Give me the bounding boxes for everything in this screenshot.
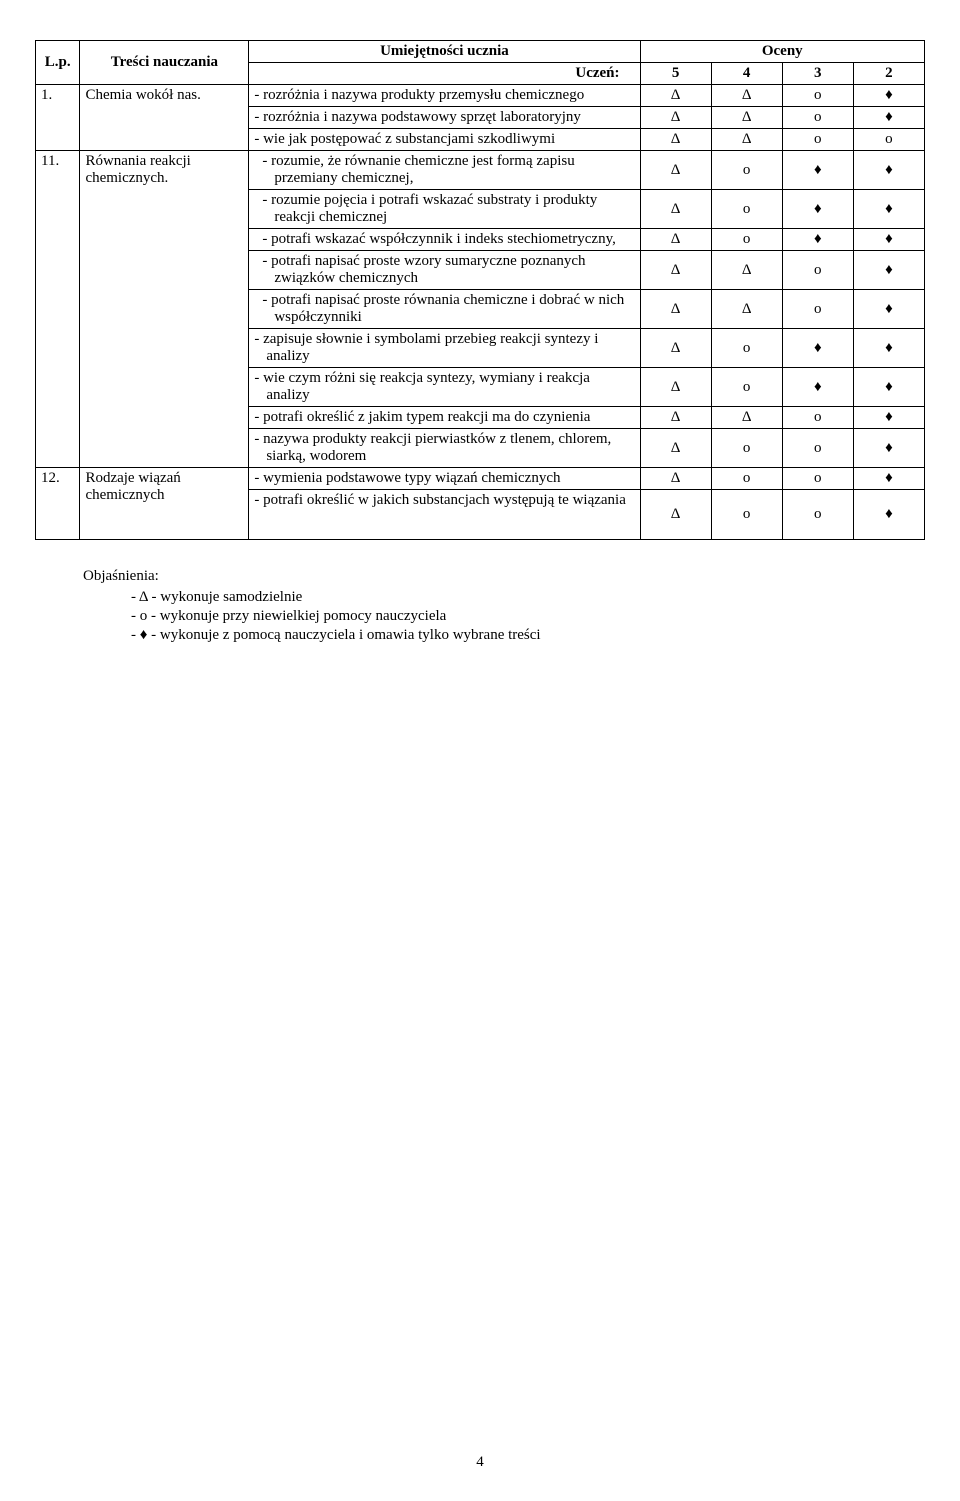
grade-cell: ο bbox=[782, 129, 853, 151]
content-cell: Rodzaje wiązań chemicznych bbox=[80, 468, 249, 540]
lp-cell: 12. bbox=[36, 468, 80, 540]
grade-cell: Δ bbox=[711, 251, 782, 290]
grade-cell: Δ bbox=[711, 107, 782, 129]
skill-cell: - wymienia podstawowe typy wiązań chemic… bbox=[249, 468, 640, 490]
skill-cell: - wie jak postępować z substancjami szko… bbox=[249, 129, 640, 151]
grade-cell: ♦ bbox=[782, 229, 853, 251]
grade-cell: ♦ bbox=[853, 229, 924, 251]
page-number: 4 bbox=[0, 1454, 960, 1471]
grade-cell: ♦ bbox=[853, 368, 924, 407]
grade-cell: Δ bbox=[711, 290, 782, 329]
header-lp: L.p. bbox=[36, 41, 80, 85]
grade-cell: ♦ bbox=[782, 151, 853, 190]
header-content: Treści nauczania bbox=[80, 41, 249, 85]
curriculum-table: L.p. Treści nauczania Umiejętności uczni… bbox=[35, 40, 925, 540]
skill-cell: - zapisuje słownie i symbolami przebieg … bbox=[249, 329, 640, 368]
grade-cell: Δ bbox=[640, 85, 711, 107]
grade-cell: ♦ bbox=[853, 107, 924, 129]
table-row: 11.Równania reakcji chemicznych.- rozumi… bbox=[36, 151, 925, 190]
grade-cell: ♦ bbox=[853, 329, 924, 368]
grade-cell: Δ bbox=[640, 429, 711, 468]
grade-cell: ο bbox=[782, 490, 853, 540]
grade-cell: Δ bbox=[711, 129, 782, 151]
grade-cell: ♦ bbox=[853, 290, 924, 329]
grade-cell: ο bbox=[711, 468, 782, 490]
grade-cell: Δ bbox=[711, 85, 782, 107]
grade-cell: ο bbox=[711, 190, 782, 229]
legend-section: Objaśnienia: - Δ - wykonuje samodzielnie… bbox=[83, 568, 925, 644]
grade-cell: ♦ bbox=[853, 85, 924, 107]
grade-cell: Δ bbox=[640, 129, 711, 151]
grade-cell: ο bbox=[711, 368, 782, 407]
grade-cell: Δ bbox=[640, 190, 711, 229]
skill-cell: - rozumie, że równanie chemiczne jest fo… bbox=[249, 151, 640, 190]
grade-cell: Δ bbox=[711, 407, 782, 429]
grade-cell: ♦ bbox=[853, 190, 924, 229]
grade-cell: Δ bbox=[640, 490, 711, 540]
lp-cell: 11. bbox=[36, 151, 80, 468]
grade-cell: ο bbox=[711, 151, 782, 190]
skill-cell: - wie czym różni się reakcja syntezy, wy… bbox=[249, 368, 640, 407]
grade-cell: ο bbox=[782, 251, 853, 290]
header-skills-sub: Uczeń: bbox=[249, 63, 640, 85]
grade-cell: ♦ bbox=[853, 151, 924, 190]
grade-cell: Δ bbox=[640, 151, 711, 190]
header-g5: 5 bbox=[640, 63, 711, 85]
skill-cell: - potrafi określić z jakim typem reakcji… bbox=[249, 407, 640, 429]
grade-cell: ♦ bbox=[853, 251, 924, 290]
legend-item: - ♦ - wykonuje z pomocą nauczyciela i om… bbox=[131, 627, 925, 644]
skill-cell: - potrafi napisać proste wzory sumaryczn… bbox=[249, 251, 640, 290]
grade-cell: ο bbox=[782, 85, 853, 107]
grade-cell: Δ bbox=[640, 407, 711, 429]
grade-cell: ο bbox=[853, 129, 924, 151]
grade-cell: ο bbox=[782, 290, 853, 329]
skill-cell: - potrafi napisać proste równania chemic… bbox=[249, 290, 640, 329]
skill-cell: - rozróżnia i nazywa produkty przemysłu … bbox=[249, 85, 640, 107]
grade-cell: ♦ bbox=[782, 329, 853, 368]
grade-cell: ♦ bbox=[782, 368, 853, 407]
grade-cell: Δ bbox=[640, 251, 711, 290]
grade-cell: ο bbox=[711, 490, 782, 540]
legend-item: - Δ - wykonuje samodzielnie bbox=[131, 589, 925, 606]
grade-cell: Δ bbox=[640, 468, 711, 490]
header-skills: Umiejętności ucznia bbox=[249, 41, 640, 63]
content-cell: Chemia wokół nas. bbox=[80, 85, 249, 151]
header-grades: Oceny bbox=[640, 41, 924, 63]
grade-cell: ο bbox=[782, 468, 853, 490]
table-row: 1.Chemia wokół nas.- rozróżnia i nazywa … bbox=[36, 85, 925, 107]
content-cell: Równania reakcji chemicznych. bbox=[80, 151, 249, 468]
grade-cell: Δ bbox=[640, 290, 711, 329]
grade-cell: ο bbox=[782, 429, 853, 468]
grade-cell: Δ bbox=[640, 329, 711, 368]
header-g3: 3 bbox=[782, 63, 853, 85]
grade-cell: Δ bbox=[640, 229, 711, 251]
grade-cell: ο bbox=[782, 407, 853, 429]
skill-cell: - rozróżnia i nazywa podstawowy sprzęt l… bbox=[249, 107, 640, 129]
table-row: 12.Rodzaje wiązań chemicznych- wymienia … bbox=[36, 468, 925, 490]
skill-cell: - potrafi wskazać współczynnik i indeks … bbox=[249, 229, 640, 251]
legend-item: - ο - wykonuje przy niewielkiej pomocy n… bbox=[131, 608, 925, 625]
grade-cell: ♦ bbox=[853, 429, 924, 468]
grade-cell: ♦ bbox=[853, 468, 924, 490]
skill-cell: - nazywa produkty reakcji pierwiastków z… bbox=[249, 429, 640, 468]
grade-cell: ο bbox=[711, 229, 782, 251]
grade-cell: ο bbox=[711, 329, 782, 368]
grade-cell: Δ bbox=[640, 368, 711, 407]
header-row-1: L.p. Treści nauczania Umiejętności uczni… bbox=[36, 41, 925, 63]
skill-cell: - potrafi określić w jakich substancjach… bbox=[249, 490, 640, 540]
legend-title: Objaśnienia: bbox=[83, 568, 925, 585]
header-g4: 4 bbox=[711, 63, 782, 85]
grade-cell: ο bbox=[711, 429, 782, 468]
lp-cell: 1. bbox=[36, 85, 80, 151]
header-g2: 2 bbox=[853, 63, 924, 85]
grade-cell: ο bbox=[782, 107, 853, 129]
skill-cell: - rozumie pojęcia i potrafi wskazać subs… bbox=[249, 190, 640, 229]
grade-cell: ♦ bbox=[853, 490, 924, 540]
grade-cell: ♦ bbox=[853, 407, 924, 429]
grade-cell: Δ bbox=[640, 107, 711, 129]
grade-cell: ♦ bbox=[782, 190, 853, 229]
